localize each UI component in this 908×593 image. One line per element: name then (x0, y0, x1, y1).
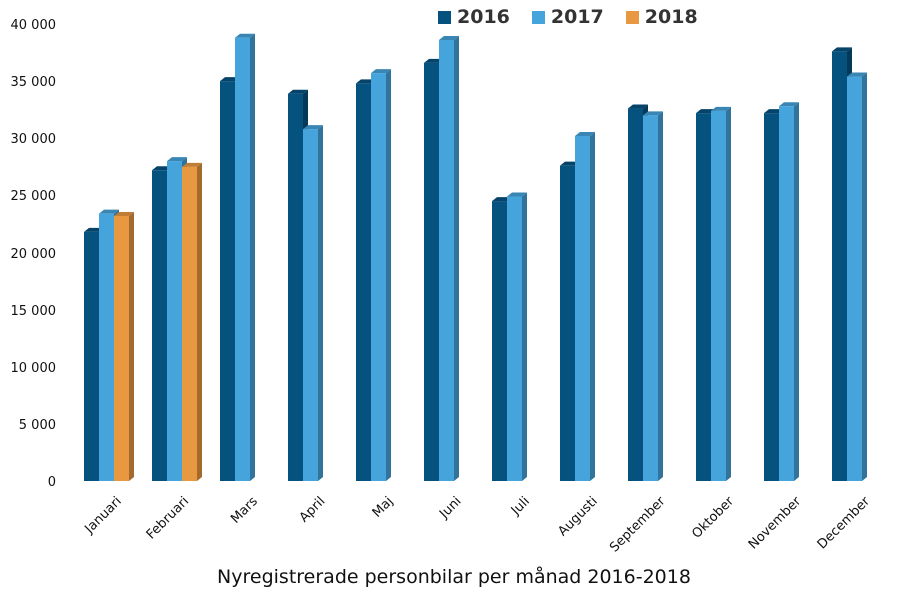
bar-group-mars (220, 33, 255, 482)
legend-item-2017: 2017 (531, 6, 604, 28)
y-tick-label: 15 000 (10, 303, 57, 319)
bar-oktober-2017 (711, 106, 731, 481)
chart-legend: 2016 2017 2018 (438, 6, 698, 28)
bar-group-oktober (696, 106, 731, 482)
legend-label: 2017 (550, 6, 604, 28)
y-tick-label: 10 000 (10, 360, 57, 376)
bar-group-maj (356, 69, 391, 481)
bar-april-2017 (303, 125, 323, 482)
bar-januari-2018 (114, 211, 134, 481)
y-tick-label: 30 000 (10, 132, 57, 148)
bar-group-september (628, 104, 663, 482)
bar-juli-2017 (507, 192, 527, 481)
bar-december-2017 (847, 72, 867, 482)
y-tick-label: 35 000 (10, 75, 57, 91)
y-tick-label: 20 000 (10, 246, 57, 262)
bar-group-juni (424, 35, 459, 482)
bar-augusti-2017 (575, 131, 595, 481)
legend-swatch-2017 (531, 10, 545, 24)
bar-group-augusti (560, 131, 595, 482)
bar-group-december (832, 47, 867, 482)
y-tick-label: 40 000 (10, 18, 57, 33)
legend-label: 2016 (457, 6, 510, 28)
bar-group-februari (152, 157, 202, 482)
bar-november-2017 (779, 102, 799, 481)
bar-group-april (288, 89, 323, 482)
legend-swatch-2016 (438, 10, 451, 24)
bar-group-januari (84, 209, 134, 481)
legend-item-2018: 2018 (625, 6, 698, 28)
y-tick-label: 25 000 (10, 189, 57, 205)
bar-group-november (764, 102, 799, 482)
bar-september-2017 (643, 111, 663, 482)
legend-item-2016: 2016 (438, 6, 510, 28)
bar-group-juli (492, 192, 527, 481)
y-tick-label: 5 000 (18, 417, 56, 433)
y-tick-label: 0 (47, 475, 56, 490)
bar-mars-2017 (235, 33, 255, 482)
chart-title: Nyregistrerade personbilar per månad 201… (217, 566, 691, 588)
legend-label: 2018 (644, 6, 698, 28)
bar-maj-2017 (371, 69, 391, 481)
legend-swatch-2018 (625, 10, 639, 24)
bar-juni-2017 (439, 35, 459, 482)
bar-februari-2018 (182, 162, 202, 481)
